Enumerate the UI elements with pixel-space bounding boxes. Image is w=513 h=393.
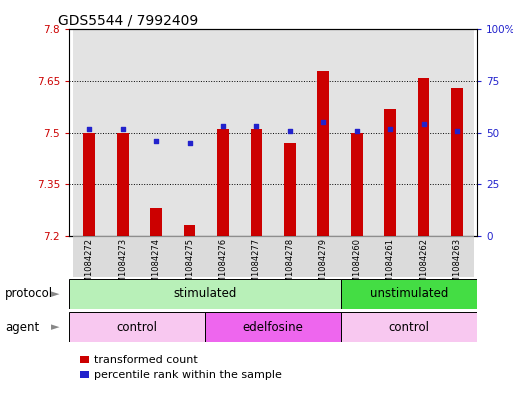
Bar — [140, 29, 173, 236]
Text: GSM1084261: GSM1084261 — [386, 238, 394, 294]
Point — [252, 123, 261, 130]
Text: agent: agent — [5, 321, 40, 334]
Point — [319, 119, 327, 125]
Bar — [284, 143, 295, 236]
Bar — [340, 29, 373, 236]
Text: transformed count: transformed count — [94, 354, 198, 365]
Text: percentile rank within the sample: percentile rank within the sample — [94, 370, 282, 380]
Text: control: control — [117, 321, 157, 334]
Bar — [351, 133, 363, 236]
Bar — [440, 236, 473, 277]
Bar — [307, 236, 340, 277]
Bar — [73, 29, 106, 236]
Bar — [407, 236, 440, 277]
Text: GSM1084279: GSM1084279 — [319, 238, 328, 294]
Text: edelfosine: edelfosine — [243, 321, 304, 334]
Bar — [340, 236, 373, 277]
Text: GSM1084262: GSM1084262 — [419, 238, 428, 294]
Point — [453, 127, 461, 134]
Bar — [273, 236, 307, 277]
Bar — [206, 29, 240, 236]
Text: GSM1084276: GSM1084276 — [219, 238, 228, 294]
Bar — [217, 129, 229, 236]
Bar — [173, 29, 206, 236]
Text: stimulated: stimulated — [173, 287, 237, 300]
Bar — [407, 29, 440, 236]
Bar — [84, 133, 95, 236]
Bar — [341, 279, 477, 309]
Point — [85, 125, 93, 132]
Point — [219, 123, 227, 130]
Text: GDS5544 / 7992409: GDS5544 / 7992409 — [58, 14, 199, 28]
Bar — [373, 29, 407, 236]
Bar — [69, 279, 341, 309]
Text: GSM1084260: GSM1084260 — [352, 238, 361, 294]
Bar — [240, 29, 273, 236]
Text: GSM1084263: GSM1084263 — [452, 238, 462, 294]
Bar — [251, 129, 262, 236]
Bar — [440, 29, 473, 236]
Text: control: control — [389, 321, 429, 334]
Point — [119, 125, 127, 132]
Point — [352, 127, 361, 134]
Text: GSM1084275: GSM1084275 — [185, 238, 194, 294]
Point — [386, 125, 394, 132]
Bar — [273, 29, 307, 236]
Text: GSM1084272: GSM1084272 — [85, 238, 94, 294]
Bar — [318, 71, 329, 236]
Bar — [106, 236, 140, 277]
Text: GSM1084273: GSM1084273 — [118, 238, 127, 294]
Bar — [206, 236, 240, 277]
Bar — [418, 78, 429, 236]
Bar — [184, 226, 195, 236]
Point — [186, 140, 194, 146]
Text: ►: ► — [50, 289, 59, 299]
Bar — [73, 236, 106, 277]
Bar — [384, 108, 396, 236]
Bar — [69, 312, 205, 342]
Bar — [373, 236, 407, 277]
Bar — [451, 88, 463, 236]
Bar — [117, 133, 129, 236]
Bar — [240, 236, 273, 277]
Bar — [140, 236, 173, 277]
Text: protocol: protocol — [5, 287, 53, 301]
Point — [152, 138, 160, 144]
Bar — [150, 208, 162, 236]
Bar — [106, 29, 140, 236]
Bar — [205, 312, 341, 342]
Text: GSM1084274: GSM1084274 — [152, 238, 161, 294]
Text: ►: ► — [50, 322, 59, 332]
Text: GSM1084278: GSM1084278 — [285, 238, 294, 294]
Text: GSM1084277: GSM1084277 — [252, 238, 261, 294]
Bar — [173, 236, 206, 277]
Bar — [307, 29, 340, 236]
Text: unstimulated: unstimulated — [370, 287, 448, 300]
Point — [286, 127, 294, 134]
Bar — [341, 312, 477, 342]
Point — [420, 121, 428, 127]
